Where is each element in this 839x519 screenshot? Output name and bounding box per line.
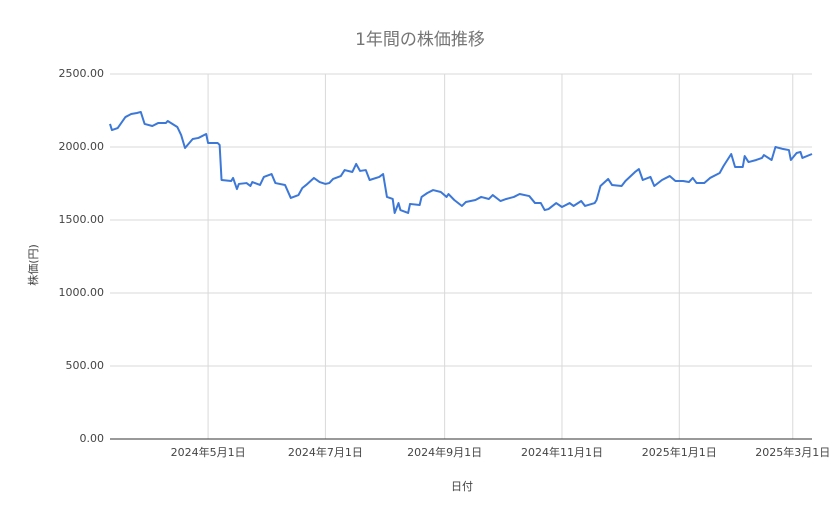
x-axis-title: 日付 [451, 480, 473, 493]
x-tick-label: 2025年1月1日 [642, 445, 717, 459]
y-tick-label: 500.00 [66, 359, 105, 372]
x-tick-label: 2024年5月1日 [171, 445, 246, 459]
x-tick-label: 2025年3月1日 [755, 445, 830, 459]
y-axis-title: 株価(円) [26, 244, 40, 286]
y-tick-label: 2000.00 [59, 140, 105, 153]
x-tick-label: 2024年7月1日 [288, 445, 363, 459]
chart-title: 1年間の株価推移 [355, 30, 485, 50]
y-tick-label: 1000.00 [59, 286, 105, 299]
x-tick-label: 2024年9月1日 [407, 445, 482, 459]
y-tick-label: 2500.00 [59, 67, 105, 80]
y-tick-label: 0.00 [80, 432, 105, 445]
x-tick-label: 2024年11月1日 [521, 445, 603, 459]
y-tick-label: 1500.00 [59, 213, 105, 226]
price-line [109, 110, 813, 214]
